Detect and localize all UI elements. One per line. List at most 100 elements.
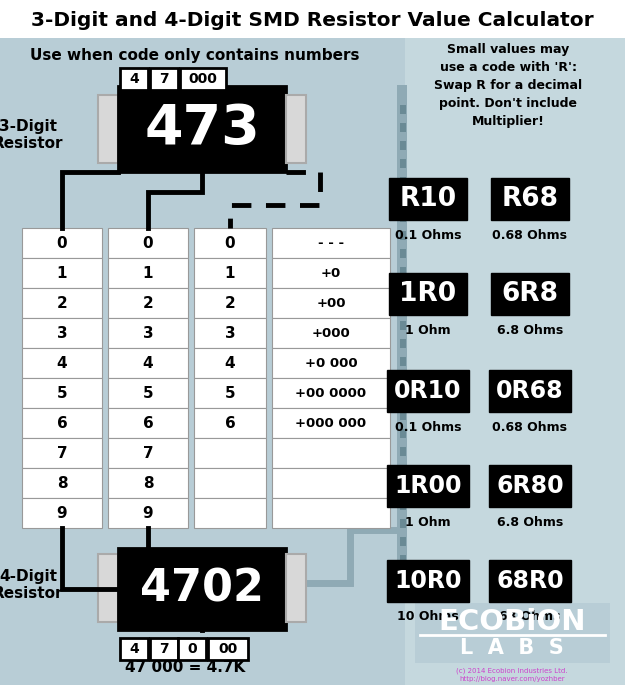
Text: 10R0: 10R0: [394, 569, 462, 593]
Bar: [400, 465, 406, 474]
Bar: [286, 95, 306, 163]
Text: 68R0: 68R0: [496, 569, 564, 593]
Text: +0 000: +0 000: [305, 356, 358, 369]
Bar: [272, 348, 390, 378]
Bar: [397, 85, 407, 595]
Text: 1 Ohm: 1 Ohm: [405, 323, 451, 336]
Text: 47 000 = 4.7K: 47 000 = 4.7K: [125, 660, 245, 675]
Bar: [400, 231, 406, 240]
Bar: [22, 408, 102, 438]
Text: Small values may
use a code with 'R':
Swap R for a decimal
point. Don't include
: Small values may use a code with 'R': Sw…: [434, 43, 582, 128]
Bar: [272, 318, 390, 348]
Text: 4: 4: [142, 356, 153, 371]
Bar: [400, 285, 406, 294]
Text: 000: 000: [189, 72, 218, 86]
Text: 3: 3: [225, 325, 235, 340]
Bar: [387, 465, 469, 507]
Text: 5: 5: [57, 386, 68, 401]
Text: R10: R10: [399, 186, 456, 212]
Text: 6: 6: [224, 416, 236, 430]
Bar: [22, 288, 102, 318]
Text: 4: 4: [129, 72, 139, 86]
Text: 0: 0: [225, 236, 235, 251]
Text: +000 000: +000 000: [296, 416, 366, 429]
Text: 0: 0: [57, 236, 68, 251]
Bar: [400, 159, 406, 168]
Bar: [22, 378, 102, 408]
Bar: [194, 258, 266, 288]
Bar: [194, 228, 266, 258]
Bar: [400, 537, 406, 546]
Text: 2: 2: [224, 295, 236, 310]
Text: +00: +00: [316, 297, 346, 310]
Text: +00 0000: +00 0000: [296, 386, 366, 399]
Bar: [180, 68, 226, 90]
Bar: [272, 468, 390, 498]
Text: 1: 1: [57, 266, 68, 280]
Text: 5: 5: [142, 386, 153, 401]
Text: 6R8: 6R8: [501, 281, 559, 307]
Text: 7: 7: [159, 642, 169, 656]
Bar: [22, 258, 102, 288]
Bar: [272, 498, 390, 528]
Bar: [108, 348, 188, 378]
Text: 0.68 Ohms: 0.68 Ohms: [492, 229, 568, 242]
Bar: [120, 68, 148, 90]
Bar: [194, 468, 266, 498]
Bar: [194, 408, 266, 438]
Bar: [22, 498, 102, 528]
Bar: [491, 273, 569, 315]
Bar: [194, 438, 266, 468]
Bar: [272, 288, 390, 318]
Bar: [400, 393, 406, 402]
Bar: [387, 370, 469, 412]
Text: 3-Digit and 4-Digit SMD Resistor Value Calculator: 3-Digit and 4-Digit SMD Resistor Value C…: [31, 10, 593, 29]
Text: +000: +000: [312, 327, 351, 340]
Text: 0R10: 0R10: [394, 379, 462, 403]
Bar: [400, 411, 406, 420]
Text: 7: 7: [159, 72, 169, 86]
Bar: [400, 501, 406, 510]
Bar: [108, 228, 188, 258]
Text: 6: 6: [57, 416, 68, 430]
Text: 4702: 4702: [140, 567, 264, 610]
Text: 6.8 Ohms: 6.8 Ohms: [497, 516, 563, 529]
Text: 7: 7: [57, 445, 68, 460]
Text: 00: 00: [218, 642, 238, 656]
Bar: [489, 560, 571, 602]
Bar: [400, 429, 406, 438]
Bar: [400, 141, 406, 150]
Text: 5: 5: [225, 386, 235, 401]
Text: 6: 6: [142, 416, 153, 430]
Bar: [400, 483, 406, 492]
Bar: [400, 573, 406, 582]
Bar: [22, 468, 102, 498]
Text: (c) 2014 Ecobion Industries Ltd.
http://blog.naver.com/yozhber: (c) 2014 Ecobion Industries Ltd. http://…: [456, 668, 568, 682]
Bar: [22, 228, 102, 258]
Bar: [108, 438, 188, 468]
Bar: [108, 288, 188, 318]
Text: 1R0: 1R0: [399, 281, 456, 307]
Text: 9: 9: [57, 506, 68, 521]
Bar: [272, 228, 390, 258]
Bar: [98, 95, 118, 163]
Text: 2: 2: [57, 295, 68, 310]
Bar: [118, 548, 286, 630]
Bar: [118, 86, 286, 172]
Bar: [389, 273, 467, 315]
Text: 7: 7: [142, 445, 153, 460]
Bar: [22, 438, 102, 468]
Text: L  A  B  S: L A B S: [460, 638, 564, 658]
Text: R68: R68: [501, 186, 559, 212]
Bar: [491, 178, 569, 220]
Bar: [400, 267, 406, 276]
Bar: [400, 123, 406, 132]
Bar: [272, 258, 390, 288]
Bar: [400, 519, 406, 528]
Bar: [194, 348, 266, 378]
Text: 6R80: 6R80: [496, 474, 564, 498]
Bar: [489, 465, 571, 507]
Bar: [415, 603, 610, 663]
Text: - - -: - - -: [318, 236, 344, 249]
Bar: [400, 357, 406, 366]
